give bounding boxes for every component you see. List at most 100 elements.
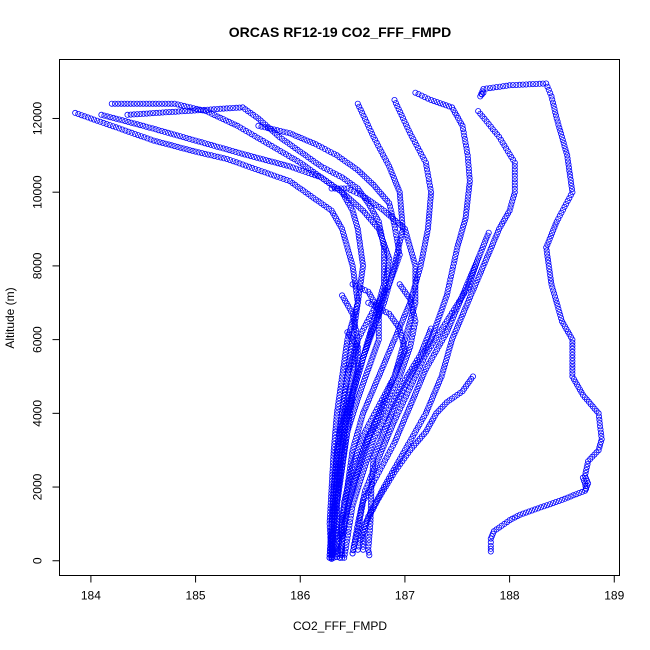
data-point	[418, 360, 425, 367]
data-point	[558, 496, 565, 503]
data-point	[353, 330, 360, 337]
data-point	[127, 100, 134, 107]
data-point	[561, 203, 568, 210]
data-point	[280, 128, 287, 135]
data-point	[338, 518, 345, 525]
data-point	[504, 148, 511, 155]
data-point	[548, 93, 555, 100]
data-point	[465, 296, 472, 303]
data-point	[347, 186, 354, 193]
data-point	[396, 373, 403, 380]
data-point	[347, 471, 354, 478]
data-point	[348, 509, 355, 516]
data-point	[484, 232, 491, 239]
data-point	[481, 260, 488, 267]
data-point	[404, 327, 411, 334]
data-point	[342, 388, 349, 395]
data-point	[407, 343, 414, 350]
data-point	[369, 414, 376, 421]
data-point	[220, 116, 227, 123]
data-point	[382, 280, 389, 287]
data-point	[511, 182, 518, 189]
data-point	[357, 438, 364, 445]
data-point	[397, 201, 404, 208]
data-point	[156, 109, 163, 116]
data-point	[358, 533, 365, 540]
data-point	[283, 176, 290, 183]
data-point	[201, 106, 208, 113]
data-point	[195, 138, 202, 145]
data-point	[354, 487, 361, 494]
data-point	[417, 418, 424, 425]
data-point	[109, 123, 116, 130]
data-point	[381, 289, 388, 296]
data-point	[352, 354, 359, 361]
data-point	[389, 442, 396, 449]
data-point	[346, 388, 353, 395]
data-point	[225, 118, 232, 125]
data-point	[420, 247, 427, 254]
data-point	[597, 429, 604, 436]
data-point	[326, 551, 333, 558]
data-point	[343, 401, 350, 408]
data-point	[431, 98, 438, 105]
data-point	[301, 136, 308, 143]
data-point	[405, 405, 412, 412]
data-point	[479, 265, 486, 272]
data-point	[387, 391, 394, 398]
data-point	[125, 128, 132, 135]
data-point	[426, 201, 433, 208]
data-point	[363, 484, 370, 491]
data-point	[348, 397, 355, 404]
data-point	[201, 140, 208, 147]
data-point	[274, 160, 281, 167]
data-point	[332, 465, 339, 472]
data-point	[428, 97, 435, 104]
data-point	[97, 118, 104, 125]
data-point	[87, 115, 94, 122]
data-point	[459, 226, 466, 233]
data-point	[369, 439, 376, 446]
data-point	[378, 367, 385, 374]
data-point	[552, 296, 559, 303]
data-point	[332, 422, 339, 429]
data-point	[546, 235, 553, 242]
data-point	[585, 458, 592, 465]
data-point	[350, 367, 357, 374]
data-point	[399, 316, 406, 323]
data-point	[328, 527, 335, 534]
data-point	[353, 431, 360, 438]
data-point	[457, 316, 464, 323]
data-point	[482, 257, 489, 264]
data-point	[339, 229, 346, 236]
data-point	[242, 127, 249, 134]
data-point	[422, 410, 429, 417]
data-point	[378, 148, 385, 155]
data-point	[229, 147, 236, 154]
data-point	[375, 454, 382, 461]
data-point	[328, 185, 335, 192]
data-point	[511, 169, 518, 176]
data-point	[425, 404, 432, 411]
data-point	[346, 422, 353, 429]
data-point	[318, 163, 325, 170]
data-point	[267, 125, 274, 132]
data-point	[452, 328, 459, 335]
data-point	[391, 97, 398, 104]
data-point	[564, 152, 571, 159]
data-point	[350, 407, 357, 414]
data-point	[373, 430, 380, 437]
data-point	[283, 129, 290, 136]
data-point	[375, 310, 382, 317]
data-point	[349, 281, 356, 288]
data-point	[547, 272, 554, 279]
data-point	[346, 253, 353, 260]
data-point	[357, 244, 364, 251]
data-point	[159, 139, 166, 146]
data-point	[143, 123, 150, 130]
data-point	[547, 275, 554, 282]
data-point	[441, 364, 448, 371]
data-point	[353, 372, 360, 379]
data-point	[260, 137, 267, 144]
data-point	[503, 82, 510, 89]
